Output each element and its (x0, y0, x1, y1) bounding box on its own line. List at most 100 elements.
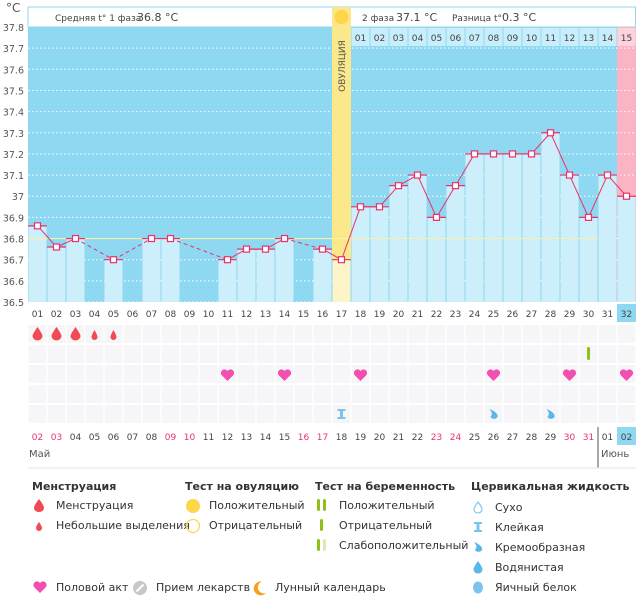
phase2-day-label: 12 (564, 34, 575, 44)
date-label: 20 (374, 433, 386, 443)
temp-bar (142, 238, 161, 302)
today-highlight (617, 427, 636, 445)
phase2-day-label: 14 (602, 34, 614, 44)
legend-label: Сухо (495, 500, 523, 514)
ovulation-column (332, 7, 351, 260)
legend-label: Водянистая (495, 560, 564, 574)
date-label: 08 (146, 433, 158, 443)
temp-point (432, 213, 441, 221)
cycle-day-label: 20 (393, 310, 405, 320)
y-tick-label: 36.8 (3, 235, 24, 246)
cycle-day-label: 19 (374, 310, 386, 320)
legend-preg-negative: Отрицательный (315, 518, 432, 532)
date-label: 18 (336, 433, 348, 443)
legend-ovu-negative: Отрицательный (185, 518, 302, 534)
temp-bar (522, 153, 541, 302)
phase2-value: 37.1 °C (396, 11, 437, 24)
temp-point (375, 203, 384, 211)
date-label: 01 (602, 433, 613, 443)
temp-point (71, 234, 80, 243)
temp-connector (455, 153, 475, 186)
date-label: 07 (127, 433, 138, 443)
legend-menstruation: Менструация (32, 498, 133, 512)
y-tick-label: 37.6 (3, 65, 24, 76)
date-label: 30 (564, 433, 576, 443)
date-label: 21 (393, 433, 404, 443)
phase2-day-label: 10 (526, 34, 538, 44)
temp-point (584, 213, 593, 221)
legend-label: Половой акт (56, 580, 129, 594)
y-tick-label: 36.7 (3, 256, 24, 267)
legend-cervical-title: Цервикальная жидкость (471, 480, 630, 493)
cycle-day-label: 13 (260, 310, 271, 320)
single-bar-icon (315, 518, 331, 532)
temp-point (546, 129, 555, 137)
phase2-day-cell (370, 28, 389, 46)
date-label: 12 (222, 433, 233, 443)
temp-bar (275, 238, 294, 302)
phase2-day-label: 04 (412, 34, 424, 44)
cycle-day-label: 08 (165, 310, 177, 320)
legend-label: Кремообразная (495, 540, 586, 554)
temp-bar (579, 217, 598, 302)
date-label: 27 (507, 433, 518, 443)
cycle-day-label: 22 (431, 310, 442, 320)
hourglass-icon (471, 520, 487, 534)
temp-connector (75, 238, 114, 261)
phase2-label: 2 фаза (362, 14, 394, 24)
unit-label: °C (6, 1, 20, 15)
cycle-day-label: 26 (507, 310, 519, 320)
current-day-highlight (617, 304, 636, 322)
temp-point (508, 150, 517, 158)
temp-bar (446, 185, 465, 302)
temp-bar (218, 259, 237, 302)
temp-point (451, 182, 460, 190)
legend-ovulation-title: Тест на овуляцию (185, 480, 299, 493)
heart-icon (277, 369, 292, 381)
blood-drop-icon (51, 327, 62, 341)
legend-moon: Лунный календарь (251, 580, 386, 596)
y-tick-label: 37.3 (3, 129, 24, 140)
cycle-day-label: 07 (146, 310, 157, 320)
diff-value: 0.3 °C (502, 11, 536, 24)
temp-point (527, 150, 536, 158)
temp-bar (389, 185, 408, 302)
phase2-day-label: 01 (355, 34, 366, 44)
y-tick-label: 37.4 (3, 108, 24, 119)
moon-icon (251, 580, 267, 596)
legend-label: Положительный (209, 498, 305, 512)
temp-connector (436, 185, 456, 218)
heart-icon (486, 369, 501, 381)
temp-point (147, 234, 156, 243)
date-label: 09 (165, 433, 177, 443)
empty-circle-icon (185, 518, 201, 534)
double-bar-icon (315, 498, 331, 512)
phase2-day-cell (541, 28, 560, 46)
temp-bar (351, 206, 370, 302)
phase2-day-cell (579, 28, 598, 46)
date-label: 03 (51, 433, 62, 443)
ovulation-label: ОВУЛЯЦИЯ (338, 40, 348, 92)
phase2-day-cell (522, 28, 541, 46)
cycle-day-label: 14 (279, 310, 291, 320)
temp-point (470, 150, 479, 158)
temp-point (394, 182, 403, 190)
hourglass-icon (337, 409, 346, 419)
heart-icon (353, 369, 368, 381)
temp-bar (465, 153, 484, 302)
cycle-day-label: 17 (336, 310, 347, 320)
temp-point (337, 256, 346, 264)
temp-bar (313, 249, 332, 302)
date-label: 31 (583, 433, 594, 443)
temp-connector (113, 238, 152, 261)
temp-bar (237, 249, 256, 302)
date-label: 04 (70, 433, 82, 443)
temp-bar (47, 247, 66, 302)
y-tick-label: 37.8 (3, 23, 24, 34)
cycle-day-label: 16 (317, 310, 329, 320)
date-label: 11 (203, 433, 214, 443)
temp-connector (588, 174, 608, 218)
heart-icon (562, 369, 577, 381)
date-label: 26 (488, 433, 500, 443)
